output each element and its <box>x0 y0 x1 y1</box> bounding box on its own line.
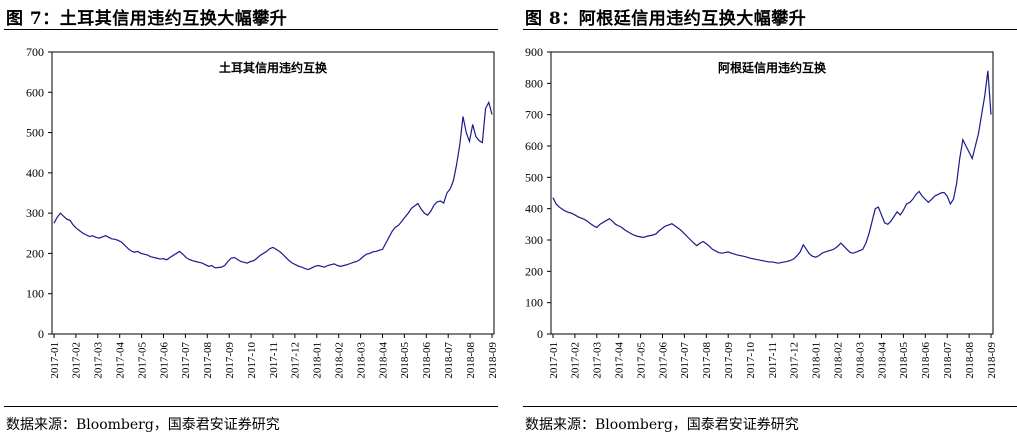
chart-title: 土耳其信用违约互换 <box>219 60 328 75</box>
x-tick-label: 2018-03 <box>355 342 367 379</box>
y-tick-label: 300 <box>525 233 543 247</box>
chart-turkey-cds: 0 100 200 300 400 500 600 700 2017-01 2017-02 2017… <box>26 45 499 379</box>
y-tick-label: 600 <box>26 85 44 99</box>
x-tick-label: 2018-07 <box>942 342 954 379</box>
y-tick-label: 200 <box>26 246 44 260</box>
x-tick-label: 2017-08 <box>701 342 713 379</box>
x-tick-label: 2017-02 <box>71 342 83 379</box>
x-tick-label: 2017-05 <box>635 342 647 379</box>
title-rule <box>4 29 498 30</box>
x-tick-label: 2017-06 <box>158 342 170 379</box>
y-tick-label: 500 <box>525 170 543 184</box>
y-tick-label: 400 <box>525 202 543 216</box>
source-note: 数据来源：Bloomberg，国泰君安证券研究 <box>525 417 799 433</box>
x-tick-label: 2018-03 <box>854 342 866 379</box>
x-tick-label: 2018-09 <box>986 342 998 379</box>
y-tick-label: 100 <box>26 287 44 301</box>
x-tick-label: 2017-09 <box>723 342 735 379</box>
source-rule <box>4 406 498 407</box>
x-tick-label: 2017-11 <box>767 342 779 378</box>
x-tick-label: 2018-01 <box>811 342 823 379</box>
x-tick-label: 2017-10 <box>745 342 757 379</box>
y-tick-label: 600 <box>525 139 543 153</box>
source-rule <box>523 406 1017 407</box>
x-tick-label: 2017-11 <box>268 342 280 378</box>
x-tick-label: 2017-02 <box>570 342 582 379</box>
x-tick-label: 2017-07 <box>180 342 192 379</box>
series-line <box>53 100 493 271</box>
x-tick-label: 2018-04 <box>876 342 888 379</box>
x-tick-label: 2018-02 <box>833 342 845 379</box>
x-tick-label: 2017-09 <box>224 342 236 379</box>
x-tick-label: 2017-08 <box>202 342 214 379</box>
plot-frame <box>51 51 495 335</box>
x-tick-label: 2017-04 <box>614 342 626 379</box>
y-tick-label: 700 <box>525 108 543 122</box>
y-tick-label: 500 <box>26 126 44 140</box>
chart-panel-turkey: 图 7：土耳其信用违约互换大幅攀升 0 100 200 300 400 500 600 700… <box>0 0 499 445</box>
y-tick-label: 900 <box>525 45 543 59</box>
chart-argentina-cds: 0 100 200 300 400 500 600 700 800 900 2017-01 2017-… <box>525 45 998 379</box>
y-tick-label: 100 <box>525 296 543 310</box>
x-tick-label: 2018-05 <box>399 342 411 379</box>
chart-panel-argentina: 图 8：阿根廷信用违约互换大幅攀升 0 100 200 300 400 500 600 700… <box>519 0 1017 445</box>
x-tick-label: 2017-10 <box>246 342 258 379</box>
figure-title: 图 8：阿根廷信用违约互换大幅攀升 <box>525 9 807 29</box>
x-tick-label: 2018-09 <box>487 342 499 379</box>
x-tick-label: 2018-04 <box>377 342 389 379</box>
x-tick-label: 2017-01 <box>548 342 560 379</box>
x-tick-label: 2017-07 <box>679 342 691 379</box>
source-note: 数据来源：Bloomberg，国泰君安证券研究 <box>6 417 280 433</box>
y-tick-label: 0 <box>537 327 543 341</box>
y-tick-label: 0 <box>38 327 44 341</box>
x-tick-label: 2017-03 <box>592 342 604 379</box>
x-tick-label: 2017-06 <box>657 342 669 379</box>
y-tick-label: 700 <box>26 45 44 59</box>
title-rule <box>523 29 1017 30</box>
y-tick-label: 300 <box>26 206 44 220</box>
x-tick-label: 2017-12 <box>290 342 302 379</box>
y-tick-label: 800 <box>525 76 543 90</box>
x-tick-label: 2018-05 <box>898 342 910 379</box>
x-tick-label: 2018-01 <box>312 342 324 379</box>
x-tick-label: 2018-06 <box>920 342 932 379</box>
x-tick-label: 2017-12 <box>789 342 801 379</box>
series-line <box>552 70 992 264</box>
x-tick-label: 2018-02 <box>334 342 346 379</box>
y-tick-label: 400 <box>26 166 44 180</box>
plot-frame <box>550 51 994 335</box>
x-tick-label: 2018-06 <box>421 342 433 379</box>
x-tick-label: 2017-05 <box>136 342 148 379</box>
x-tick-label: 2017-01 <box>49 342 61 379</box>
x-tick-label: 2018-08 <box>465 342 477 379</box>
figure-title: 图 7：土耳其信用违约互换大幅攀升 <box>6 9 288 29</box>
x-tick-label: 2017-03 <box>93 342 105 379</box>
x-tick-label: 2017-04 <box>115 342 127 379</box>
y-tick-label: 200 <box>525 264 543 278</box>
x-tick-label: 2018-08 <box>964 342 976 379</box>
x-tick-label: 2018-07 <box>443 342 455 379</box>
chart-title: 阿根廷信用违约互换 <box>718 60 827 75</box>
